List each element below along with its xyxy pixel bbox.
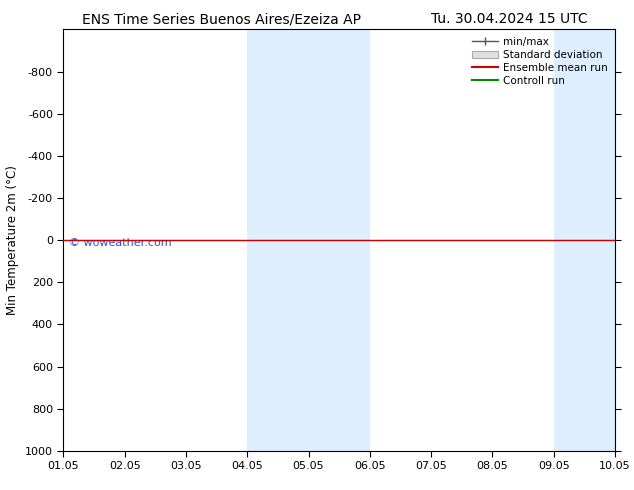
Legend: min/max, Standard deviation, Ensemble mean run, Controll run: min/max, Standard deviation, Ensemble me…	[467, 32, 612, 90]
Text: Tu. 30.04.2024 15 UTC: Tu. 30.04.2024 15 UTC	[431, 12, 588, 26]
Bar	[553, 29, 634, 451]
Text: © woweather.com: © woweather.com	[69, 238, 172, 248]
Bar	[247, 29, 370, 451]
Text: ENS Time Series Buenos Aires/Ezeiza AP: ENS Time Series Buenos Aires/Ezeiza AP	[82, 12, 361, 26]
Y-axis label: Min Temperature 2m (°C): Min Temperature 2m (°C)	[6, 165, 20, 315]
